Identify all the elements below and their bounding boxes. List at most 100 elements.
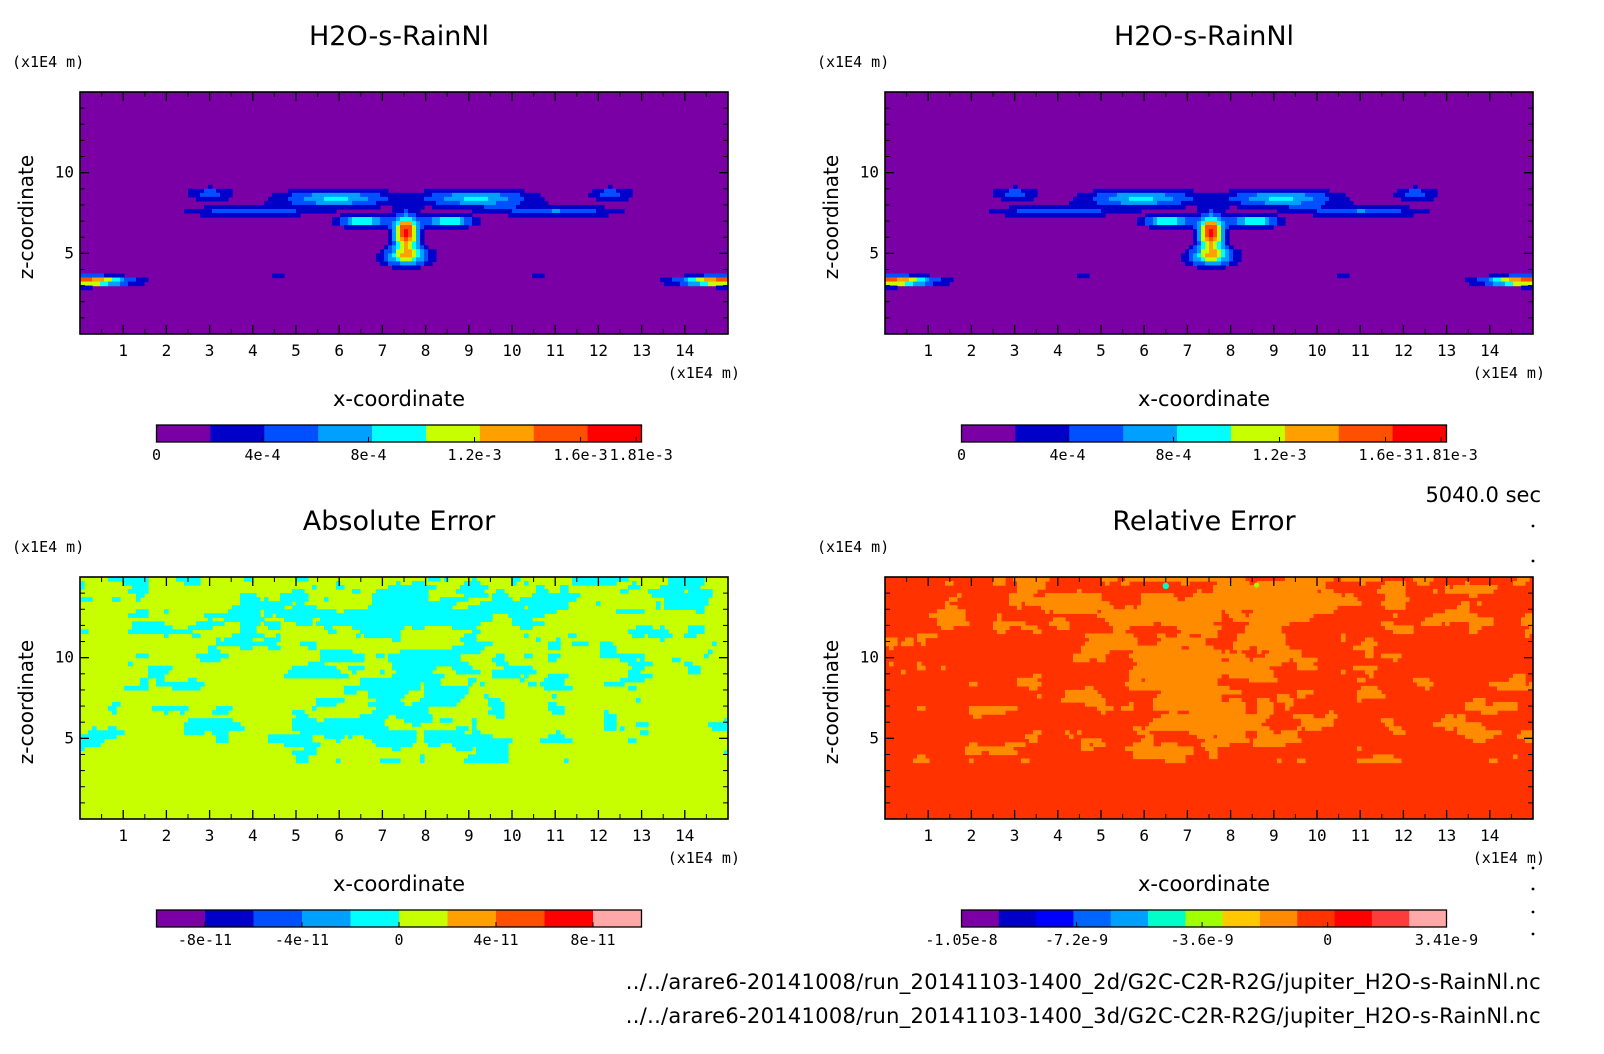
contour-cell: [396, 710, 401, 715]
contour-cell: [400, 665, 405, 671]
contour-cell: [432, 196, 437, 202]
contour-cell: [216, 213, 221, 218]
contour-cell: [1157, 188, 1162, 194]
contour-cell: [416, 237, 421, 242]
contour-cell: [360, 621, 365, 626]
contour-cell: [148, 669, 153, 675]
contour-cell: [1017, 213, 1022, 218]
contour-cell: [1193, 233, 1198, 238]
contour-cell: [528, 597, 533, 602]
contour-cell: [408, 237, 413, 242]
contour-cell: [648, 633, 653, 639]
contour-cell: [400, 261, 405, 267]
contour-cell: [688, 665, 693, 671]
contour-cell: [556, 605, 561, 610]
contour-cell: [1405, 597, 1410, 602]
contour-cell: [376, 257, 381, 262]
contour-cell: [1277, 585, 1282, 590]
contour-cell: [1193, 221, 1198, 226]
contour-cell: [516, 196, 521, 202]
contour-cell: [1213, 237, 1218, 242]
contour-cell: [300, 734, 305, 739]
contour-cell: [288, 188, 293, 194]
contour-cell: [1305, 577, 1310, 582]
contour-cell: [612, 718, 617, 723]
contour-cell: [664, 633, 669, 639]
contour-cell: [1093, 213, 1098, 218]
contour-cell: [600, 581, 605, 586]
contour-cell: [640, 673, 645, 679]
contour-cell: [296, 722, 301, 727]
contour-cell: [220, 718, 225, 723]
contour-cell: [296, 605, 301, 610]
contour-cell: [588, 577, 593, 582]
contour-cell: [224, 213, 229, 218]
contour-cell: [1197, 221, 1202, 226]
contour-cell: [1177, 204, 1182, 210]
contour-cell: [1265, 589, 1270, 594]
colorbar-segment: [533, 425, 589, 442]
contour-cell: [240, 593, 245, 598]
contour-cell: [552, 641, 557, 647]
contour-cell: [1213, 253, 1218, 258]
contour-cell: [1325, 577, 1330, 582]
contour-cell: [544, 685, 549, 691]
contour-cell: [416, 192, 421, 198]
contour-cell: [1413, 188, 1418, 194]
contour-cell: [1189, 253, 1194, 258]
contour-cell: [480, 746, 485, 752]
contour-cell: [1329, 589, 1334, 594]
contour-cell: [436, 577, 441, 582]
contour-cell: [428, 730, 433, 735]
contour-cell: [1085, 605, 1090, 610]
contour-cell: [1105, 581, 1110, 586]
contour-cell: [1189, 196, 1194, 202]
contour-cell: [380, 249, 385, 254]
contour-cell: [272, 641, 277, 647]
contour-cell: [1145, 577, 1150, 582]
contour-cell: [712, 281, 717, 287]
contour-cell: [396, 204, 401, 210]
contour-cell: [304, 665, 309, 671]
contour-cell: [432, 204, 437, 210]
contour-cell: [1229, 192, 1234, 198]
contour-cell: [1065, 601, 1070, 606]
contour-cell: [520, 613, 525, 618]
contour-cell: [392, 609, 397, 614]
contour-cell: [1101, 601, 1106, 606]
contour-cell: [1217, 249, 1222, 254]
contour-cell: [400, 609, 405, 614]
contour-cell: [556, 641, 561, 647]
contour-cell: [132, 577, 137, 582]
contour-cell: [416, 609, 421, 614]
contour-cell: [92, 281, 97, 287]
contour-cell: [1301, 605, 1306, 610]
contour-cell: [216, 204, 221, 210]
contour-cell: [1285, 581, 1290, 586]
contour-cell: [1205, 200, 1210, 206]
contour-cell: [480, 593, 485, 598]
contour-cell: [1261, 585, 1266, 590]
contour-cell: [1269, 188, 1274, 194]
contour-cell: [1105, 577, 1110, 582]
contour-cell: [368, 613, 373, 618]
contour-cell: [416, 257, 421, 262]
contour-cell: [1117, 188, 1122, 194]
contour-cell: [1157, 217, 1162, 222]
contour-cell: [1421, 577, 1426, 582]
contour-cell: [204, 722, 209, 727]
contour-cell: [128, 277, 133, 283]
contour-cell: [1213, 229, 1218, 234]
contour-cell: [1233, 589, 1238, 594]
contour-cell: [889, 277, 894, 283]
contour-cell: [368, 225, 373, 230]
contour-cell: [1385, 581, 1390, 586]
contour-cell: [416, 722, 421, 727]
contour-cell: [1349, 208, 1354, 214]
contour-cell: [256, 609, 261, 614]
contour-cell: [1241, 188, 1246, 194]
contour-cell: [396, 585, 401, 590]
contour-cell: [304, 730, 309, 735]
contour-cell: [384, 625, 389, 631]
contour-cell: [312, 722, 317, 727]
